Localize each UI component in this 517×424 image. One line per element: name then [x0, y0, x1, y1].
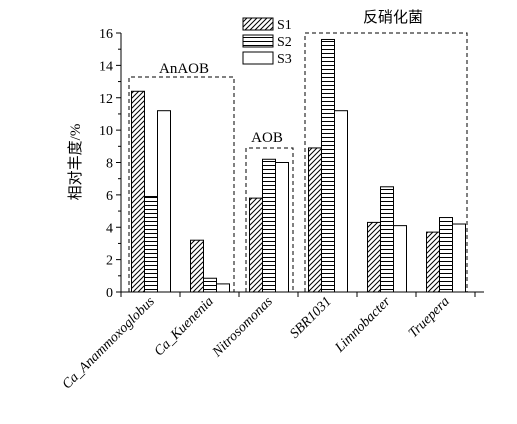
bar-s2-nitrosomonas — [262, 158, 276, 293]
legend-label: S3 — [277, 52, 292, 67]
bar-s2-limnobacter — [380, 186, 394, 293]
legend-swatch-s1 — [242, 17, 274, 31]
x-tick-label: Ca_Anammoxoglobus — [60, 294, 158, 392]
legend-label: S2 — [277, 35, 292, 50]
plot-area: 0 2 4 6 8 10 12 14 16 Ca_AnammoxoglobusCa_Kuenen… — [60, 9, 484, 392]
y-tick-label: 16 — [99, 27, 113, 42]
x-tick-label: Ca_Kuenenia — [152, 294, 217, 359]
bar-s1-ca-anammoxoglobus — [131, 90, 145, 293]
bar-s1-limnobacter — [367, 221, 381, 293]
y-tick-label: 8 — [106, 157, 113, 172]
y-tick-label: 10 — [99, 124, 113, 139]
y-ticks: 0 2 4 6 8 10 12 14 16 — [99, 27, 121, 301]
legend-swatch-s3 — [242, 51, 274, 65]
legend-swatch-s2 — [242, 34, 274, 48]
y-axis-label: 相对丰度/% — [67, 124, 84, 201]
y-tick-label: 0 — [106, 286, 113, 301]
x-ticks: Ca_AnammoxoglobusCa_KueneniaNitrosomonas… — [60, 292, 476, 392]
bar-s2-ca-anammoxoglobus — [144, 195, 158, 293]
bar-s1-truepera — [426, 231, 440, 293]
group-box-3 — [304, 32, 468, 292]
bar-s3-truepera — [452, 223, 466, 293]
y-tick-label: 14 — [99, 59, 113, 74]
bar-s3-sbr1031 — [334, 110, 348, 293]
bar-s2-ca-kuenenia — [203, 277, 217, 293]
group-boxes: AnAOB AOB 反硝化菌 — [128, 9, 468, 292]
bar-s3-nitrosomonas — [275, 162, 289, 293]
group-box-1 — [128, 76, 235, 292]
x-tick-label: Limnobacter — [332, 294, 394, 356]
bar-s1-nitrosomonas — [249, 197, 263, 293]
x-tick-label: Nitrosomonas — [209, 294, 276, 361]
y-tick-label: 2 — [106, 254, 113, 269]
bars — [131, 38, 466, 293]
bar-s1-sbr1031 — [308, 147, 322, 293]
group-label: 反硝化菌 — [363, 9, 423, 26]
x-tick-label: Truepera — [406, 294, 453, 341]
y-tick-label: 12 — [99, 92, 113, 107]
group-box-2 — [245, 147, 294, 292]
bar-s1-ca-kuenenia — [190, 239, 204, 293]
bar-s3-limnobacter — [393, 225, 407, 293]
legend-label: S1 — [277, 18, 292, 33]
legend: S1 S2 S3 — [242, 17, 292, 67]
bar-s2-sbr1031 — [321, 38, 335, 293]
group-label: AnAOB — [159, 61, 209, 77]
y-tick-label: 4 — [106, 221, 113, 236]
y-tick-label: 6 — [106, 189, 113, 204]
bar-s2-truepera — [439, 217, 453, 293]
group-label: AOB — [251, 130, 283, 146]
bar-s3-ca-kuenenia — [216, 283, 230, 293]
bar-s3-ca-anammoxoglobus — [157, 110, 171, 293]
x-tick-label: SBR1031 — [287, 294, 334, 341]
